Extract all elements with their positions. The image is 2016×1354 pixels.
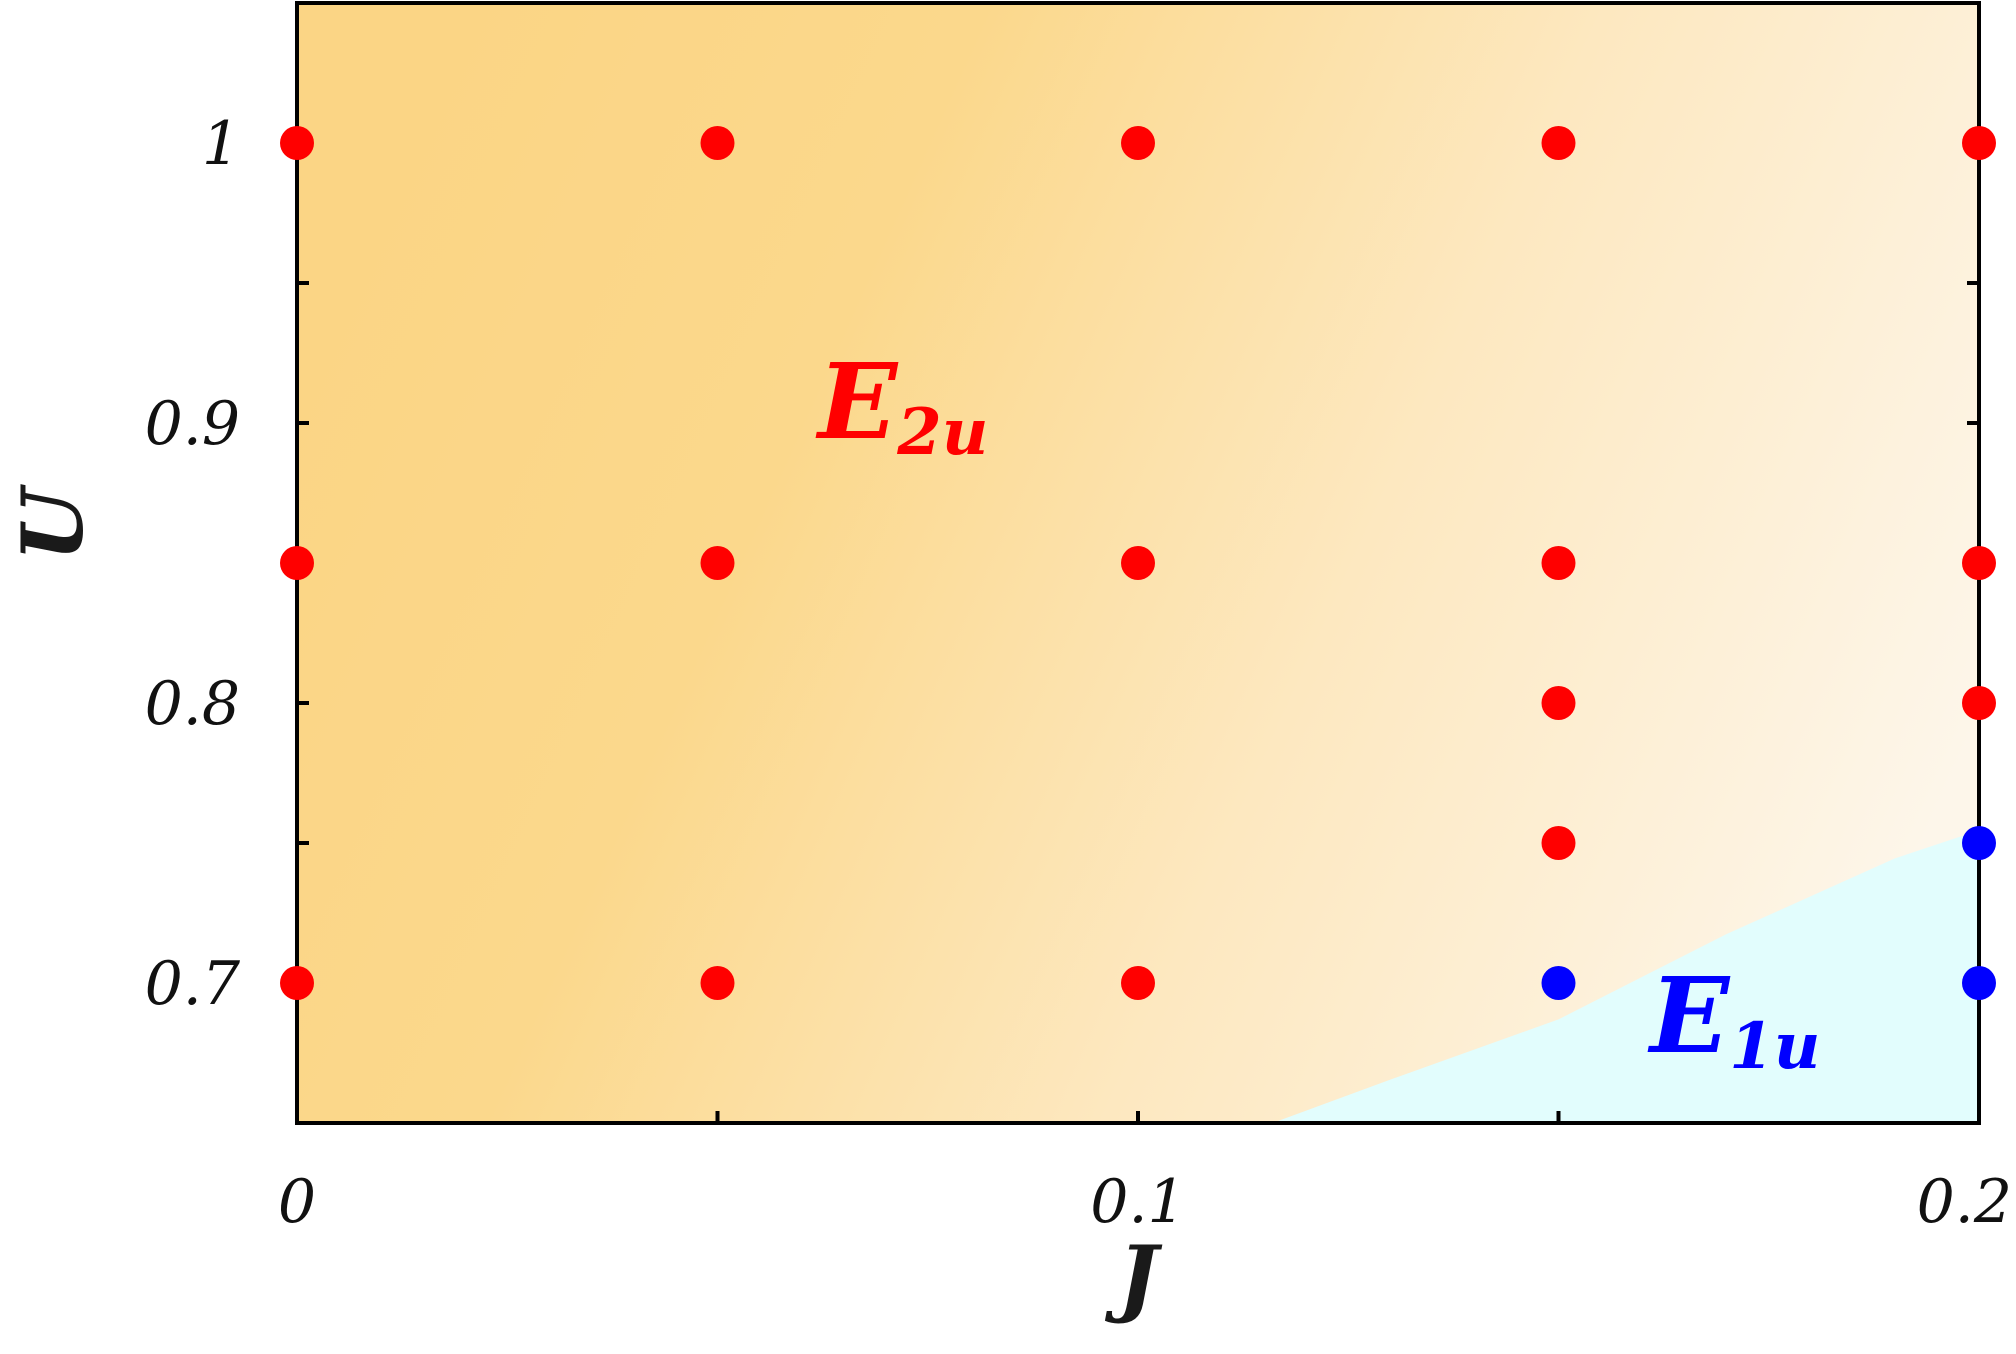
data-point-e2u (1541, 826, 1576, 860)
data-point-e2u (1121, 126, 1155, 160)
plot-region-e1u (1272, 830, 1979, 1123)
x-tick-label: 0.2 (1917, 1167, 2012, 1237)
y-tick-label: 0.9 (145, 389, 240, 459)
data-point-e2u (280, 126, 314, 160)
data-point-e2u (1962, 546, 1996, 580)
y-axis-title: U (3, 484, 102, 562)
data-point-e2u (1121, 546, 1155, 580)
x-tick-label: 0 (278, 1167, 316, 1237)
data-points (280, 126, 1996, 1000)
region-label-e2u-subscript: 2u (896, 395, 988, 470)
data-point-e2u (280, 546, 314, 580)
data-point-e2u (1962, 126, 1996, 160)
data-point-e1u (1541, 966, 1576, 1000)
data-point-e2u (700, 126, 735, 160)
data-point-e2u (1541, 546, 1576, 580)
data-point-e1u (1962, 966, 1996, 1000)
y-tick-label: 0.7 (145, 949, 241, 1019)
region-label-e1u-main: E (1647, 954, 1731, 1077)
data-point-e2u (1121, 966, 1155, 1000)
axis-tick-labels: 0.7 0.8 0.9 1 0 0.1 0.2 (145, 109, 2012, 1237)
x-axis-title: J (1104, 1227, 1163, 1326)
data-point-e2u (700, 966, 735, 1000)
data-point-e2u (1541, 686, 1576, 720)
data-point-e2u (280, 966, 314, 1000)
data-point-e2u (700, 546, 735, 580)
data-point-e2u (1541, 126, 1576, 160)
region-label-e2u: E2u (815, 340, 988, 470)
region-label-e2u-main: E (815, 340, 899, 463)
data-point-e1u (1962, 826, 1996, 860)
region-label-e1u-subscript: 1u (1729, 1009, 1820, 1084)
data-point-e2u (1962, 686, 1996, 720)
y-tick-label: 1 (202, 109, 240, 179)
y-tick-label: 0.8 (145, 669, 240, 739)
region-label-e1u: E1u (1647, 954, 1820, 1084)
x-tick-label: 0.1 (1090, 1167, 1185, 1237)
